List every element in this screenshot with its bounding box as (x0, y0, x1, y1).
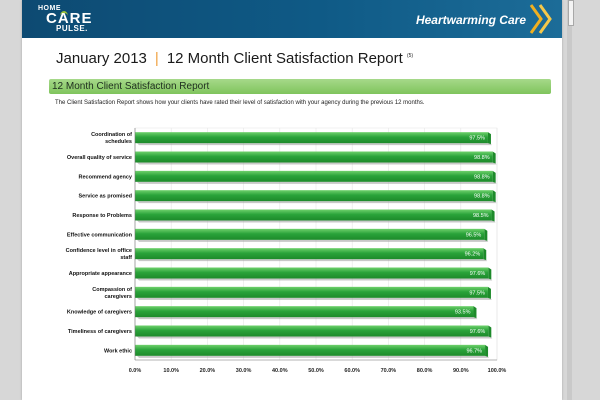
bar-end-face (491, 209, 495, 222)
category-label: Effective communication (67, 232, 133, 238)
category-label: Overall quality of service (67, 155, 132, 161)
x-tick-label: 40.0% (272, 368, 288, 374)
bar[interactable] (135, 190, 493, 202)
bar-shadow (137, 278, 493, 281)
bar-value-label: 97.5% (469, 136, 485, 142)
category-label: Knowledge of caregivers (67, 310, 132, 316)
x-tick-label: 60.0% (344, 368, 360, 374)
category-label: Recommend agency (79, 174, 133, 180)
category-label: Appropriate appearance (69, 271, 132, 277)
bar[interactable] (135, 267, 489, 279)
bar-value-label: 98.5% (473, 213, 489, 219)
section-heading: 12 Month Client Satisfaction Report (49, 79, 551, 94)
window-scrollbar-track[interactable] (567, 0, 572, 400)
bar-shadow (137, 143, 492, 146)
bar-shadow (137, 297, 492, 300)
satisfaction-bar-chart: 97.5% Coordination of schedules 98.8% Overal… (66, 127, 507, 374)
title-separator: | (154, 50, 159, 67)
bar-value-label: 96.2% (465, 252, 481, 258)
window-scrollbar-thumb[interactable] (568, 0, 574, 26)
x-tick-label: 10.0% (163, 368, 179, 374)
category-label: Compassion of caregivers (92, 287, 132, 300)
bar[interactable] (135, 286, 488, 298)
category-label: Timeliness of caregivers (68, 329, 132, 335)
category-label: Coordination of schedules (91, 132, 132, 145)
bar[interactable] (135, 344, 486, 356)
bar-end-face (485, 344, 489, 357)
bar-shadow (137, 162, 497, 165)
bar-value-label: 97.6% (470, 271, 486, 277)
bar-value-label: 98.8% (474, 174, 490, 180)
bar-shadow (137, 220, 496, 223)
bar-value-label: 97.6% (470, 329, 486, 335)
bar-end-face (488, 267, 492, 280)
report-title: 12 Month Client Satisfaction Report (166, 50, 403, 67)
x-tick-label: 80.0% (417, 368, 433, 374)
bar-value-label: 96.7% (466, 348, 482, 354)
bar-end-face (483, 248, 487, 261)
bar-end-face (492, 170, 496, 183)
category-label: Confidence level in office staff (66, 248, 132, 261)
page-title: January 2013 | 12 Month Client Satisfactio… (56, 50, 413, 67)
title-footnote: (5) (406, 53, 414, 59)
category-label: Response to Problems (72, 213, 132, 219)
x-tick-label: 30.0% (236, 368, 252, 374)
header-banner: HOME CARE PULSE. Heartwarming Care (22, 0, 562, 38)
bar-shadow (137, 239, 489, 242)
chevrons-icon (529, 4, 552, 34)
bar-value-label: 97.5% (469, 290, 485, 296)
x-tick-label: 50.0% (308, 368, 324, 374)
bar[interactable] (135, 132, 488, 144)
bar[interactable] (135, 151, 493, 163)
bar-end-face (487, 286, 491, 299)
bar-shadow (137, 355, 490, 358)
bar-end-face (484, 228, 488, 241)
bar-shadow (137, 259, 488, 262)
logo-line-pulse: PULSE. (56, 24, 88, 33)
category-label: Work ethic (104, 348, 132, 354)
bar[interactable] (135, 170, 493, 182)
bar[interactable] (135, 325, 489, 337)
x-tick-label: 70.0% (381, 368, 397, 374)
bar[interactable] (135, 248, 484, 260)
bar-value-label: 96.5% (466, 232, 482, 238)
bar[interactable] (135, 228, 485, 240)
bar-shadow (137, 201, 497, 204)
x-tick-label: 0.0% (129, 368, 142, 374)
bar-end-face (488, 325, 492, 338)
bar-end-face (487, 132, 491, 145)
bar-value-label: 98.8% (474, 194, 490, 200)
bar-value-label: 98.8% (474, 155, 490, 161)
home-care-pulse-logo[interactable]: HOME CARE PULSE. (36, 4, 106, 34)
x-tick-label: 20.0% (200, 368, 216, 374)
report-page: HOME CARE PULSE. Heartwarming Care Janua… (22, 0, 562, 400)
header-tagline: Heartwarming Care (415, 13, 526, 27)
category-label: Service as promised (78, 194, 132, 200)
x-tick-label: 100.0% (488, 368, 507, 374)
bar[interactable] (135, 209, 492, 221)
logo-line-home: HOME (38, 5, 61, 12)
bar[interactable] (135, 306, 474, 318)
bar-value-label: 93.5% (455, 310, 471, 316)
bar-shadow (137, 336, 493, 339)
bar-shadow (137, 317, 478, 320)
section-description: The Client Satisfaction Report shows how… (55, 100, 425, 106)
bar-shadow (137, 181, 497, 184)
bar-end-face (492, 190, 496, 203)
logo-swoosh-icon (60, 11, 68, 21)
x-tick-label: 90.0% (453, 368, 469, 374)
report-date: January 2013 (56, 50, 147, 67)
bar-end-face (473, 306, 477, 319)
logo-line-care: CARE (46, 10, 93, 27)
bar-end-face (492, 151, 496, 164)
